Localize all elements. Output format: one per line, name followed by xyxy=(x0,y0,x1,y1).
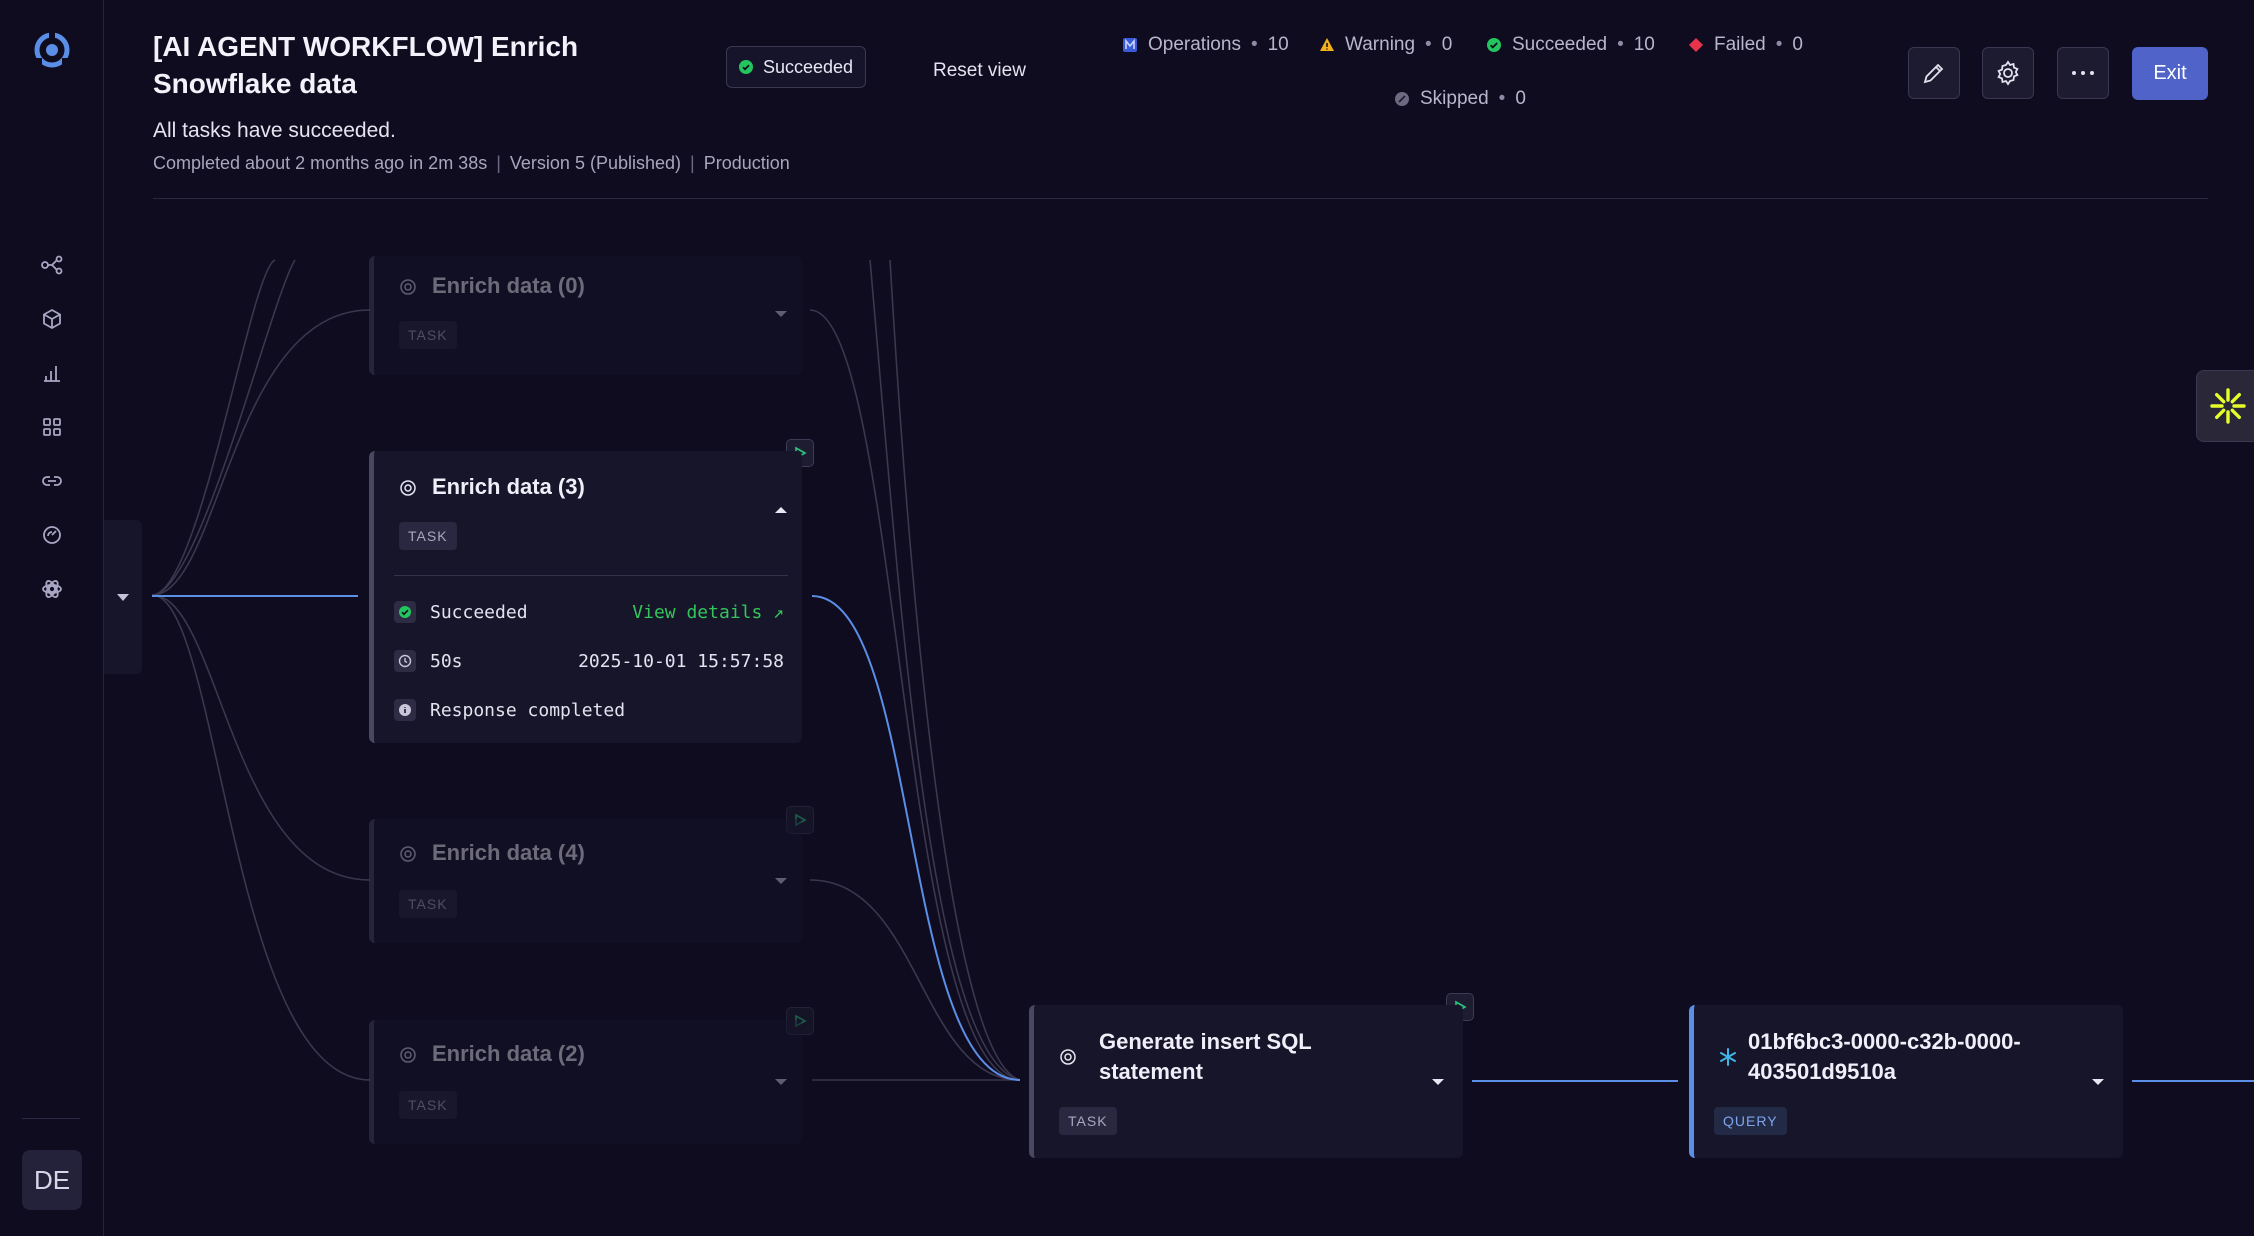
page-title: [AI AGENT WORKFLOW] Enrich Snowflake dat… xyxy=(153,31,579,99)
node-type-tag: QUERY xyxy=(1714,1107,1787,1135)
settings-button[interactable] xyxy=(1982,47,2034,99)
chevron-up-icon[interactable] xyxy=(773,505,789,515)
header-divider xyxy=(153,198,2208,199)
openai-icon xyxy=(400,1047,416,1063)
node-enrich-data-4[interactable]: Enrich data (4) TASK xyxy=(369,819,802,943)
openai-icon xyxy=(1060,1049,1076,1065)
node-type-tag: TASK xyxy=(399,321,457,349)
node-duration-row: 50s 2025-10-01 15:57:58 xyxy=(394,648,784,674)
chevron-down-icon xyxy=(775,311,787,317)
run-metadata: Completed about 2 months ago in 2m 38s | V… xyxy=(153,153,790,173)
check-circle-icon xyxy=(739,60,753,74)
stat-warning[interactable]: Warning • 0 xyxy=(1319,34,1452,56)
status-badge-label: Succeeded xyxy=(763,56,854,77)
chevron-down-icon[interactable] xyxy=(2090,1077,2106,1087)
cube-icon[interactable] xyxy=(36,303,68,335)
reset-view-button[interactable]: Reset view xyxy=(933,60,1026,81)
chevron-down-icon xyxy=(775,878,787,884)
exit-button[interactable]: Exit xyxy=(2132,47,2208,100)
sparkle-icon xyxy=(2210,388,2246,424)
node-snowflake-query[interactable]: 01bf6bc3-0000-c32b-0000-403501d9510a QUE… xyxy=(1689,1005,2123,1158)
view-details-link[interactable]: View details ↗ xyxy=(632,601,784,623)
node-generate-insert-sql[interactable]: Generate insert SQL statement TASK xyxy=(1029,1005,1463,1158)
stat-succeeded[interactable]: Succeeded • 10 xyxy=(1486,34,1655,56)
link-icon[interactable] xyxy=(36,465,68,497)
meta-version: Version 5 (Published) xyxy=(509,153,682,173)
node-status-row: Succeeded View details ↗ xyxy=(394,599,784,625)
stat-skipped[interactable]: Skipped • 0 xyxy=(1394,88,1526,110)
info-icon xyxy=(394,699,416,721)
warning-icon xyxy=(1319,37,1335,53)
upstream-group-toggle[interactable] xyxy=(104,520,142,674)
meta-environment: Production xyxy=(703,153,790,173)
node-enrich-data-0[interactable]: Enrich data (0) TASK xyxy=(369,256,802,375)
node-type-tag: TASK xyxy=(399,522,457,550)
edit-button[interactable] xyxy=(1908,47,1960,99)
ai-brain-icon[interactable] xyxy=(36,573,68,605)
openai-icon xyxy=(400,846,416,862)
rail-divider xyxy=(22,1118,80,1119)
ellipsis-icon xyxy=(2072,71,2094,75)
node-type-tag: TASK xyxy=(399,1091,457,1119)
node-response-row: Response completed xyxy=(394,697,784,723)
app-logo-icon[interactable] xyxy=(30,28,74,72)
workflows-icon[interactable] xyxy=(36,249,68,281)
chevron-down-icon[interactable] xyxy=(1430,1077,1446,1087)
openai-icon xyxy=(400,480,416,496)
gear-icon xyxy=(1997,60,2019,86)
chevron-down-icon xyxy=(775,1079,787,1085)
user-avatar[interactable]: DE xyxy=(22,1150,82,1210)
node-type-tag: TASK xyxy=(399,890,457,918)
left-rail: DE xyxy=(0,0,104,1236)
openai-icon xyxy=(400,279,416,295)
operations-icon xyxy=(1122,37,1138,53)
clock-icon xyxy=(394,650,416,672)
skipped-icon xyxy=(1394,91,1410,107)
stat-failed[interactable]: Failed • 0 xyxy=(1688,34,1803,56)
failed-icon xyxy=(1688,37,1704,53)
page-subtitle: All tasks have succeeded. xyxy=(153,119,396,142)
node-type-tag: TASK xyxy=(1059,1107,1117,1135)
meta-completed: Completed about 2 months ago in 2m 38s xyxy=(153,153,488,173)
chevron-down-icon xyxy=(117,593,129,601)
assistant-widget[interactable] xyxy=(2196,370,2254,442)
more-options-button[interactable] xyxy=(2057,47,2109,99)
success-icon xyxy=(394,601,416,623)
bar-chart-icon[interactable] xyxy=(36,357,68,389)
node-enrich-data-3[interactable]: Enrich data (3) TASK Succeeded View deta… xyxy=(369,451,802,743)
snowflake-icon xyxy=(1720,1048,1736,1066)
gauge-icon[interactable] xyxy=(36,519,68,551)
grid-apps-icon[interactable] xyxy=(36,411,68,443)
status-badge: Succeeded xyxy=(726,46,867,88)
node-enrich-data-2[interactable]: Enrich data (2) TASK xyxy=(369,1020,802,1144)
pencil-icon xyxy=(1923,63,1944,84)
success-icon xyxy=(1486,37,1502,53)
stat-operations[interactable]: Operations • 10 xyxy=(1122,34,1289,56)
